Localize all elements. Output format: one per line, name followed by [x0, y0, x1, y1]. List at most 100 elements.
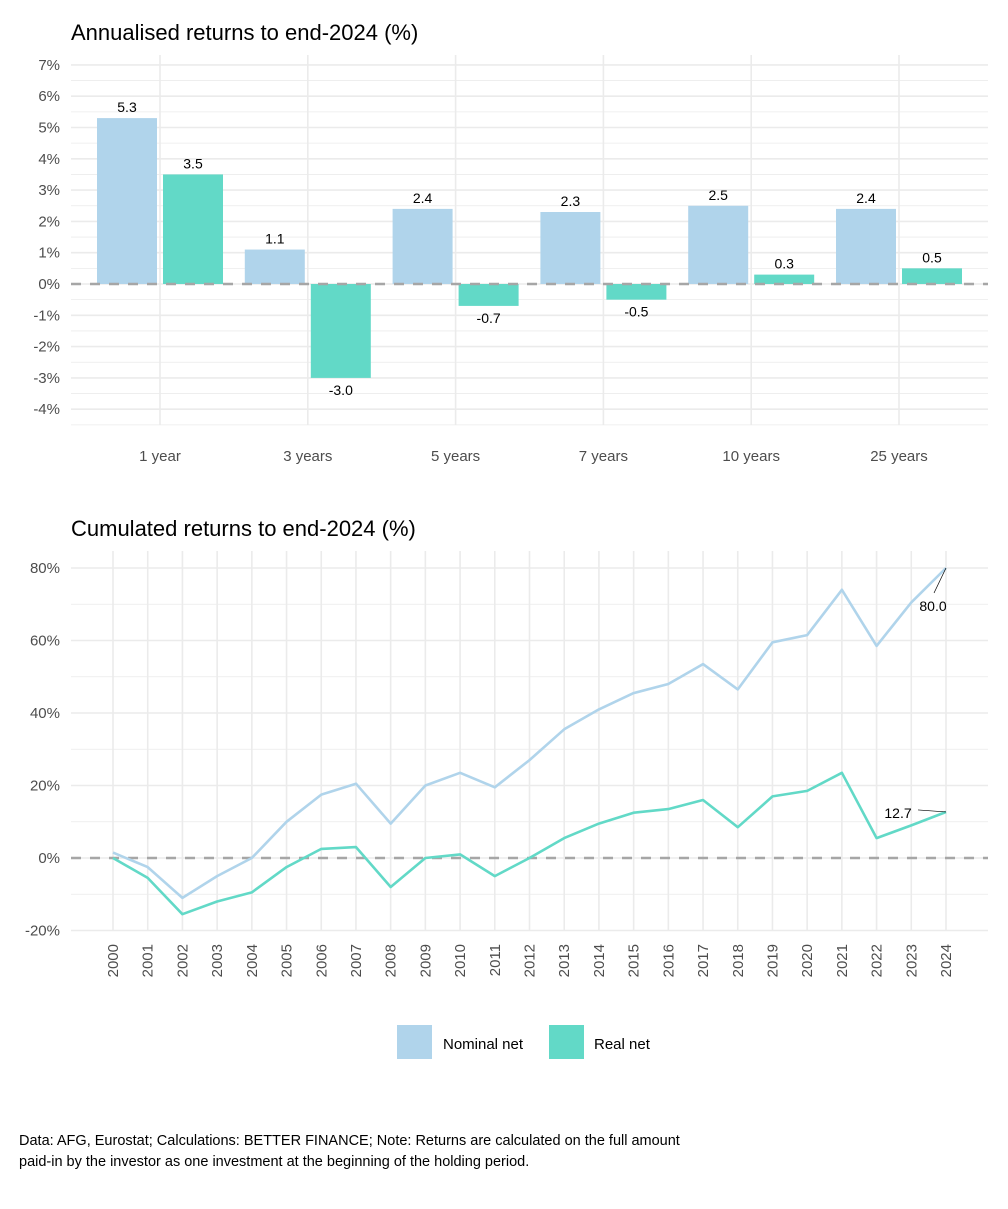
bar-x-tick-label: 3 years — [283, 448, 332, 465]
legend-swatch-nominal — [397, 1025, 432, 1059]
line-x-tick-label: 2001 — [140, 944, 157, 977]
bar-x-tick-label: 10 years — [722, 448, 780, 465]
annotation-nominal-final: 80.0 — [919, 598, 946, 614]
line-y-tick-label: 60% — [30, 633, 60, 650]
line-x-tick-label: 2023 — [903, 944, 920, 977]
bar-nominal-net — [836, 208, 896, 284]
caption-line-2: paid-in by the investor as one investmen… — [19, 1154, 529, 1170]
bar-real-net — [902, 268, 962, 284]
bar-data-label: 1.1 — [265, 231, 285, 247]
line-chart-y-axis: 80% 60% 40% 20% 0% -20% — [25, 560, 60, 940]
line-chart-title: Cumulated returns to end-2024 (%) — [71, 516, 416, 541]
caption-line-1: Data: AFG, Eurostat; Calculations: BETTE… — [19, 1133, 680, 1149]
bar-real-net — [458, 284, 519, 306]
bar-real-net — [163, 174, 223, 284]
line-real-net — [112, 771, 947, 916]
bar-chart-grid — [71, 55, 988, 426]
bar-y-tick-label: -1% — [33, 307, 60, 324]
line-x-tick-label: 2012 — [522, 944, 539, 977]
line-x-tick-label: 2020 — [799, 944, 816, 977]
bar-chart-x-axis: 1 year 3 years 5 years 7 years 10 years 25 ye… — [139, 448, 928, 465]
line-x-tick-label: 2002 — [174, 944, 191, 977]
annualised-returns-chart: Annualised returns to end-2024 (%) 7% 6% 5… — [33, 20, 988, 465]
line-x-tick-label: 2018 — [730, 944, 747, 977]
line-y-tick-label: 40% — [30, 705, 60, 722]
bar-data-label: 3.5 — [183, 155, 203, 171]
line-x-tick-label: 2005 — [279, 944, 296, 977]
annotation-leader-real — [917, 809, 947, 813]
line-y-tick-label: -20% — [25, 923, 60, 940]
bar-x-tick-label: 1 year — [139, 448, 181, 465]
line-chart-series — [112, 567, 947, 916]
line-x-tick-label: 2024 — [938, 944, 955, 977]
bar-data-label: 2.4 — [856, 190, 876, 206]
bar-nominal-net — [97, 118, 157, 284]
cumulated-returns-chart: Cumulated returns to end-2024 (%) 80% 60%… — [25, 516, 988, 977]
line-x-tick-label: 2015 — [626, 944, 643, 977]
bar-y-tick-label: 7% — [38, 57, 60, 74]
bar-y-tick-label: -2% — [33, 339, 60, 356]
line-chart-x-axis: 2000 2001 2002 2003 2004 2005 2006 2007 2008 2009… — [105, 944, 955, 977]
bar-real-net — [606, 284, 667, 300]
bar-y-tick-label: -4% — [33, 401, 60, 418]
bar-y-tick-label: 3% — [38, 182, 60, 199]
bar-chart-data-labels: 5.3 3.5 1.1 -3.0 2.4 -0.7 2.3 -0.5 2.5 0.3 2.4 0.5 — [117, 99, 942, 398]
bar-x-tick-label: 25 years — [870, 448, 928, 465]
bar-nominal-net — [244, 249, 305, 284]
line-x-tick-label: 2017 — [695, 944, 712, 977]
bar-y-tick-label: 5% — [38, 120, 60, 137]
bar-data-label: 2.4 — [413, 190, 433, 206]
line-x-tick-label: 2007 — [348, 944, 365, 977]
line-x-tick-label: 2000 — [105, 944, 122, 977]
bar-data-label: 5.3 — [117, 99, 137, 115]
legend: Nominal net Real net — [397, 1025, 651, 1059]
bar-y-tick-label: 2% — [38, 213, 60, 230]
line-x-tick-label: 2014 — [591, 944, 608, 977]
bar-x-tick-label: 5 years — [431, 448, 480, 465]
bar-nominal-net — [540, 212, 601, 284]
annotation-leader-nominal — [933, 567, 947, 594]
bar-data-label: -0.5 — [624, 304, 648, 320]
line-x-tick-label: 2016 — [660, 944, 677, 977]
bar-chart-bars — [97, 118, 962, 378]
line-x-tick-label: 2009 — [417, 944, 434, 977]
bar-y-tick-label: 6% — [38, 88, 60, 105]
line-nominal-net — [112, 567, 947, 900]
bar-data-label: 0.5 — [922, 249, 942, 265]
annotation-real-final: 12.7 — [884, 805, 911, 821]
line-x-tick-label: 2011 — [487, 944, 504, 976]
bar-data-label: 2.5 — [708, 187, 728, 203]
bar-real-net — [754, 274, 815, 284]
bar-real-net — [310, 284, 371, 378]
line-x-tick-label: 2008 — [383, 944, 400, 977]
bar-chart-y-axis: 7% 6% 5% 4% 3% 2% 1% 0% -1% -2% -3% -4% — [33, 57, 60, 418]
line-x-tick-label: 2003 — [209, 944, 226, 977]
bar-y-tick-label: 4% — [38, 151, 60, 168]
line-chart-annotations: 80.0 12.7 — [884, 567, 947, 821]
bar-data-label: 2.3 — [561, 193, 581, 209]
line-chart-grid — [71, 551, 988, 932]
line-x-tick-label: 2022 — [869, 944, 886, 977]
bar-y-tick-label: -3% — [33, 370, 60, 387]
bar-y-tick-label: 0% — [38, 276, 60, 293]
line-x-tick-label: 2010 — [452, 944, 469, 977]
bar-data-label: -3.0 — [329, 382, 353, 398]
line-y-tick-label: 20% — [30, 778, 60, 795]
bar-data-label: -0.7 — [477, 310, 501, 326]
bar-data-label: 0.3 — [774, 256, 794, 272]
bar-y-tick-label: 1% — [38, 245, 60, 262]
line-x-tick-label: 2004 — [244, 944, 261, 977]
legend-label-nominal: Nominal net — [443, 1036, 524, 1053]
bar-nominal-net — [688, 205, 749, 284]
line-x-tick-label: 2021 — [834, 944, 851, 977]
line-x-tick-label: 2019 — [764, 944, 781, 977]
legend-label-real: Real net — [594, 1036, 651, 1053]
line-x-tick-label: 2013 — [556, 944, 573, 977]
bar-chart-title: Annualised returns to end-2024 (%) — [71, 20, 418, 45]
line-y-tick-label: 80% — [30, 560, 60, 577]
bar-x-tick-label: 7 years — [579, 448, 628, 465]
line-x-tick-label: 2006 — [313, 944, 330, 977]
bar-nominal-net — [392, 208, 453, 284]
line-y-tick-label: 0% — [38, 850, 60, 867]
